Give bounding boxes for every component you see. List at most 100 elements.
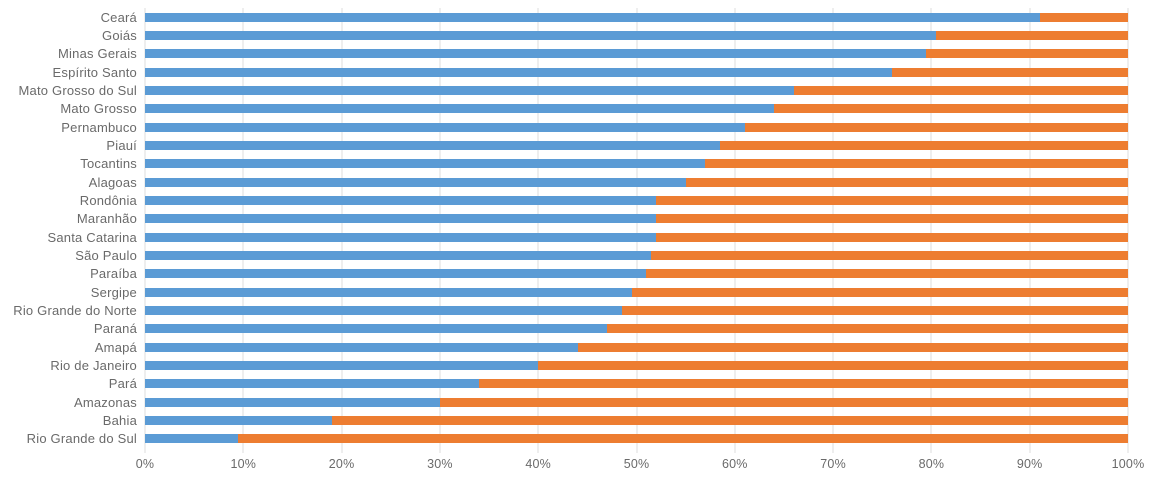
category-label: Paraíba <box>90 266 137 282</box>
bar-segment-primary[interactable] <box>145 177 686 187</box>
bar-track <box>145 269 1128 279</box>
bar-segment-primary[interactable] <box>145 305 622 315</box>
bar-track <box>145 85 1128 95</box>
bar-segment-primary[interactable] <box>145 12 1040 22</box>
bar-track <box>145 177 1128 187</box>
category-label: Alagoas <box>88 174 137 190</box>
bar-segment-secondary[interactable] <box>577 342 1128 352</box>
bar-segment-primary[interactable] <box>145 250 652 260</box>
bar-segment-secondary[interactable] <box>651 250 1128 260</box>
bar-row: Paraíba <box>0 265 1128 283</box>
bar-segment-secondary[interactable] <box>793 85 1128 95</box>
bar-segment-secondary[interactable] <box>607 324 1128 334</box>
bar-segment-secondary[interactable] <box>656 195 1128 205</box>
bar-track <box>145 434 1128 444</box>
bar-track <box>145 67 1128 77</box>
x-tick-label: 100% <box>1111 457 1145 471</box>
category-label: Rio de Janeiro <box>50 357 137 373</box>
bar-segment-primary[interactable] <box>145 49 927 59</box>
bar-track <box>145 232 1128 242</box>
bar-track <box>145 305 1128 315</box>
bar-segment-primary[interactable] <box>145 360 539 370</box>
bar-row: Paraná <box>0 320 1128 338</box>
bar-row: Ceará <box>0 8 1128 26</box>
bar-segment-secondary[interactable] <box>774 104 1128 114</box>
bar-track <box>145 379 1128 389</box>
bar-segment-secondary[interactable] <box>238 434 1128 444</box>
x-tick-label: 90% <box>1016 457 1043 471</box>
bar-row: São Paulo <box>0 246 1128 264</box>
bar-segment-secondary[interactable] <box>538 360 1128 370</box>
x-tick-label: 10% <box>230 457 257 471</box>
bar-segment-secondary[interactable] <box>621 305 1128 315</box>
bar-row: Rondônia <box>0 191 1128 209</box>
bar-track <box>145 397 1128 407</box>
bar-segment-secondary[interactable] <box>685 177 1128 187</box>
bar-segment-secondary[interactable] <box>705 159 1128 169</box>
bar-segment-primary[interactable] <box>145 85 794 95</box>
bar-segment-secondary[interactable] <box>936 30 1128 40</box>
bar-row: Pernambuco <box>0 118 1128 136</box>
bar-track <box>145 195 1128 205</box>
bar-segment-secondary[interactable] <box>926 49 1128 59</box>
bar-track <box>145 360 1128 370</box>
bar-segment-secondary[interactable] <box>892 67 1128 77</box>
bar-segment-primary[interactable] <box>145 324 607 334</box>
bar-segment-primary[interactable] <box>145 434 239 444</box>
category-label: Espírito Santo <box>52 64 137 80</box>
category-label: Maranhão <box>76 211 137 227</box>
bar-segment-primary[interactable] <box>145 104 775 114</box>
bar-segment-secondary[interactable] <box>646 269 1128 279</box>
category-label: Amapá <box>94 339 137 355</box>
bar-segment-primary[interactable] <box>145 30 937 40</box>
bar-segment-secondary[interactable] <box>439 397 1128 407</box>
bar-track <box>145 104 1128 114</box>
bar-segment-primary[interactable] <box>145 195 657 205</box>
category-label: Mato Grosso do Sul <box>18 82 137 98</box>
x-axis: 0% 10% 20% 30% 40% 50% 60% 70% 80% 90% 100% <box>136 457 1144 475</box>
bar-segment-primary[interactable] <box>145 379 480 389</box>
bar-segment-primary[interactable] <box>145 214 657 224</box>
bar-row: Tocantins <box>0 155 1128 173</box>
bar-segment-primary[interactable] <box>145 122 745 132</box>
bar-row: Rio de Janeiro <box>0 356 1128 374</box>
bar-row: Sergipe <box>0 283 1128 301</box>
category-label: Rondônia <box>79 192 137 208</box>
x-tick-label: 40% <box>525 457 551 471</box>
bar-row: Amapá <box>0 338 1128 356</box>
x-tick-label: 20% <box>328 457 355 471</box>
category-label: Sergipe <box>90 284 137 300</box>
bar-segment-primary[interactable] <box>145 140 721 150</box>
category-label: Piauí <box>106 137 137 153</box>
bar-segment-secondary[interactable] <box>720 140 1128 150</box>
x-tick-label: 50% <box>623 457 650 471</box>
bar-segment-secondary[interactable] <box>744 122 1128 132</box>
bar-track <box>145 214 1128 224</box>
bar-track <box>145 415 1128 425</box>
bar-segment-secondary[interactable] <box>631 287 1128 297</box>
bar-segment-primary[interactable] <box>145 269 647 279</box>
bar-segment-secondary[interactable] <box>479 379 1128 389</box>
bar-segment-primary[interactable] <box>145 159 706 169</box>
bar-segment-primary[interactable] <box>145 397 440 407</box>
bar-segment-primary[interactable] <box>145 232 657 242</box>
bar-segment-primary[interactable] <box>145 67 893 77</box>
category-label: Pará <box>108 376 137 392</box>
bar-track <box>145 250 1128 260</box>
bar-row: Bahia <box>0 411 1128 429</box>
bar-row: Goiás <box>0 26 1128 44</box>
bar-row: Alagoas <box>0 173 1128 191</box>
bar-segment-secondary[interactable] <box>1039 12 1128 22</box>
bar-segment-primary[interactable] <box>145 415 332 425</box>
x-tick-label: 30% <box>427 457 453 471</box>
bar-row: Mato Grosso do Sul <box>0 81 1128 99</box>
bar-segment-secondary[interactable] <box>656 214 1128 224</box>
bar-segment-secondary[interactable] <box>656 232 1128 242</box>
bar-row: Amazonas <box>0 393 1128 411</box>
bar-segment-primary[interactable] <box>145 287 632 297</box>
category-label: Amazonas <box>73 394 137 410</box>
bar-row: Pará <box>0 375 1128 393</box>
bar-segment-primary[interactable] <box>145 342 578 352</box>
bar-segment-secondary[interactable] <box>331 415 1128 425</box>
bar-row: Rio Grande do Norte <box>0 301 1128 319</box>
